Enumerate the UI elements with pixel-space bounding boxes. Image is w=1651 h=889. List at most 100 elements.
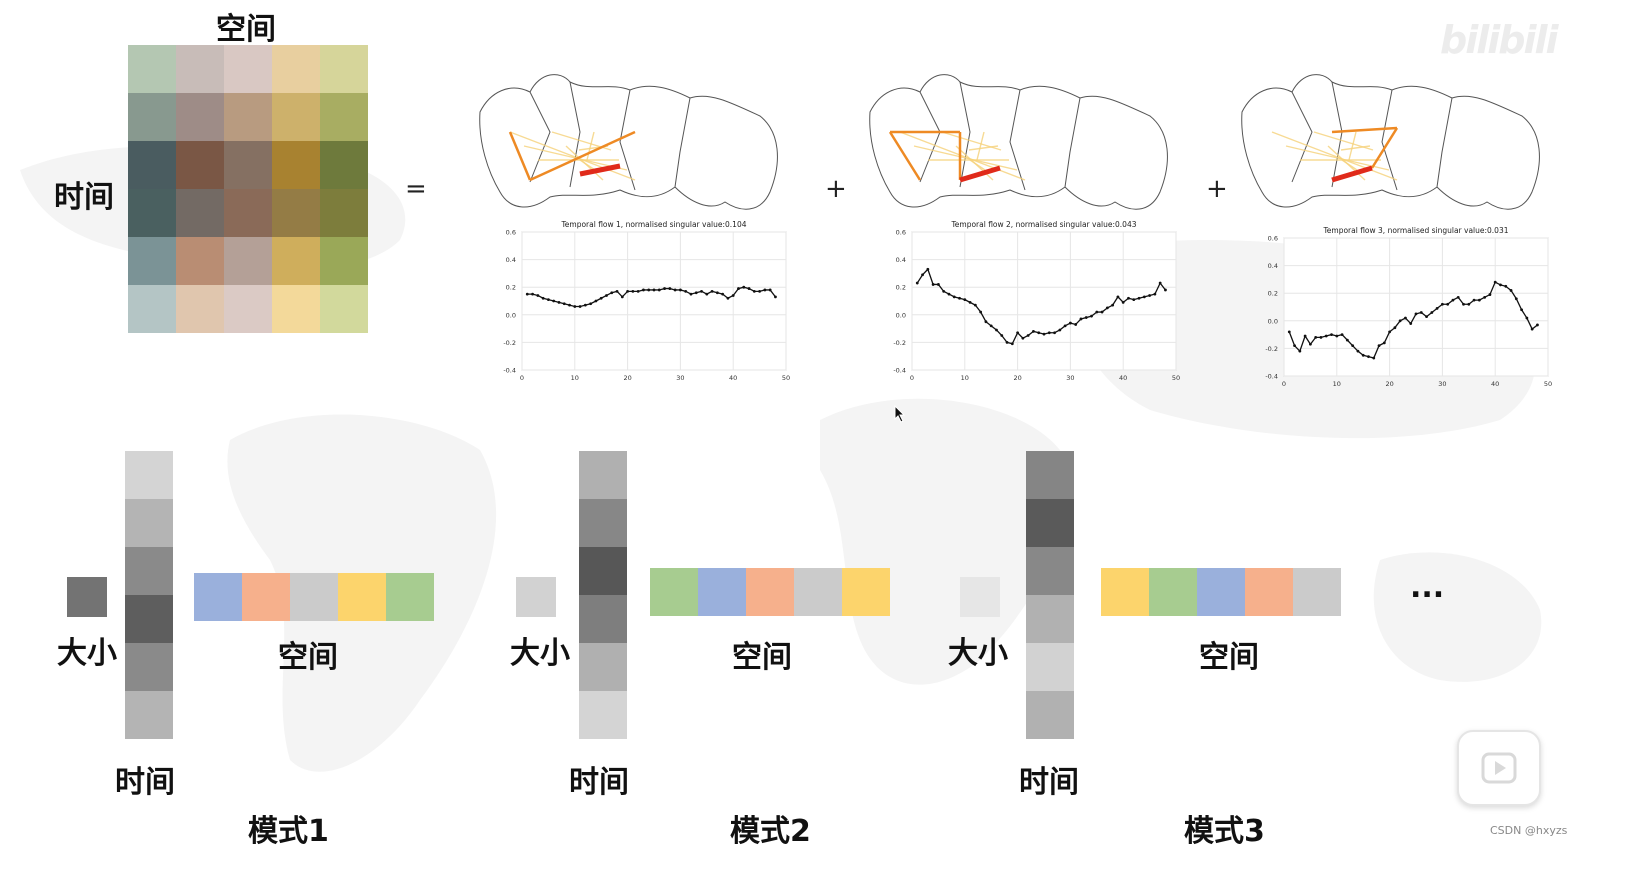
data-point — [1026, 334, 1030, 337]
data-point — [1345, 338, 1349, 342]
mode-2-time-label: 时间 — [569, 765, 629, 800]
data-point — [1451, 298, 1455, 302]
space-cell — [842, 568, 890, 616]
data-point — [995, 328, 998, 332]
mode-2-label: 模式2 — [730, 814, 811, 849]
data-point — [710, 289, 714, 293]
data-point — [1514, 297, 1518, 301]
y-tick-label: 0.6 — [1268, 235, 1278, 243]
data-point — [1010, 342, 1014, 346]
plot-frame — [521, 231, 787, 371]
mode-1-time-vector — [125, 451, 173, 739]
plus-sign-1: + — [825, 174, 847, 204]
data-point — [1074, 323, 1078, 326]
data-point — [947, 292, 951, 296]
data-point — [1158, 281, 1162, 285]
matrix-cell — [128, 141, 176, 189]
data-point — [1367, 355, 1370, 359]
flow-line — [586, 131, 595, 161]
flow-line-strong — [959, 165, 1001, 183]
mode-2-space-label: 空间 — [732, 640, 792, 675]
matrix-cell — [272, 141, 320, 189]
matrix-cell — [320, 141, 368, 189]
csdn-credit: CSDN @hxyzs — [1490, 824, 1568, 837]
data-point — [1116, 295, 1120, 299]
data-point — [562, 302, 566, 306]
data-point — [689, 292, 693, 296]
data-point — [547, 298, 550, 302]
data-point — [963, 298, 967, 302]
time-cell — [579, 499, 627, 547]
plot-frame — [1283, 237, 1549, 377]
data-point — [620, 295, 624, 299]
data-point — [1111, 303, 1115, 307]
data-point — [1319, 335, 1323, 339]
data-point — [589, 302, 593, 306]
matrix-cell — [128, 45, 176, 93]
data-point — [626, 289, 629, 293]
data-point — [605, 294, 608, 297]
space-cell — [386, 573, 434, 621]
matrix-cell — [128, 285, 176, 333]
data-point — [937, 283, 940, 286]
matrix-cell — [272, 93, 320, 141]
data-point — [1042, 332, 1046, 336]
data-point — [1372, 356, 1376, 360]
data-point — [763, 288, 767, 292]
flow-line — [1331, 126, 1398, 134]
data-point — [668, 287, 672, 290]
data-point — [705, 292, 709, 296]
data-point — [1148, 294, 1151, 297]
data-point — [758, 289, 761, 293]
y-tick-label: -0.2 — [893, 339, 906, 347]
y-tick-label: 0.6 — [506, 229, 516, 237]
x-tick-label: 10 — [1333, 380, 1341, 388]
matrix-cell — [176, 189, 224, 237]
flow-line — [579, 159, 596, 171]
flow-line — [508, 131, 532, 181]
data-point — [594, 299, 598, 303]
data-point — [1079, 317, 1083, 321]
space-cell — [1245, 568, 1293, 616]
flow-line-strong — [1331, 165, 1373, 183]
y-tick-label: 0.6 — [896, 229, 906, 237]
data-point — [684, 289, 688, 293]
data-point — [663, 287, 666, 290]
data-point — [926, 267, 930, 271]
data-point — [1493, 280, 1497, 284]
data-point — [1153, 292, 1157, 296]
data-point — [615, 289, 619, 293]
data-point — [721, 292, 725, 296]
data-point — [536, 294, 540, 297]
matrix-cell — [224, 237, 272, 285]
data-point — [552, 299, 556, 303]
mode-2-space-vector — [650, 568, 890, 616]
time-cell — [125, 499, 173, 547]
mode-3-size-label: 大小 — [948, 636, 1008, 671]
flow-map-1 — [470, 62, 790, 222]
flow-line — [976, 131, 985, 161]
x-tick-label: 30 — [1066, 374, 1074, 382]
time-cell — [125, 547, 173, 595]
data-point — [1504, 284, 1508, 288]
time-cell — [579, 643, 627, 691]
mode-1-space-vector — [194, 573, 434, 621]
space-cell — [1293, 568, 1341, 616]
x-tick-label: 40 — [1119, 374, 1127, 382]
x-tick-label: 20 — [1013, 374, 1021, 382]
data-point — [1340, 333, 1344, 336]
plot-title: Temporal flow 1, normalised singular val… — [560, 220, 746, 229]
play-button[interactable] — [1457, 730, 1541, 806]
data-point — [768, 288, 772, 292]
data-point — [1314, 335, 1318, 339]
space-time-matrix — [128, 45, 368, 333]
data-point — [1021, 336, 1025, 340]
space-cell — [698, 568, 746, 616]
data-point — [679, 288, 682, 292]
matrix-space-label: 空间 — [216, 12, 276, 47]
data-point — [715, 291, 719, 295]
data-point — [1037, 331, 1041, 335]
time-cell — [579, 547, 627, 595]
time-cell — [1026, 643, 1074, 691]
data-point — [737, 287, 740, 290]
